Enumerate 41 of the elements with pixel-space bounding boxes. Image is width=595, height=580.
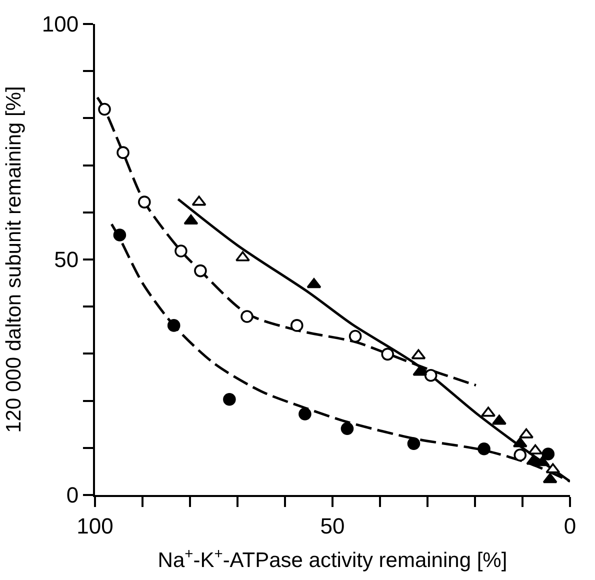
y-tick-label: 100 [42,12,79,37]
x-tick-label: 0 [564,513,576,538]
point [98,102,111,116]
point [519,428,534,438]
point [184,214,198,225]
x-axis-title: Na$^{+}$-K$^{+}$-ATPase activity remaining [%] [158,546,508,572]
point [381,348,394,361]
point [290,319,304,332]
point [340,422,354,435]
point [235,251,250,262]
point [546,463,560,474]
point [512,437,528,448]
point [492,414,506,425]
x-tick-label: 50 [320,513,345,538]
point [240,310,254,323]
point [424,368,438,382]
point [542,448,555,460]
point [412,366,428,376]
point [116,146,130,159]
y-tick-label: 50 [54,247,79,272]
x-tick-label: 100 [76,513,114,538]
point [138,196,151,208]
point [223,392,236,406]
point [478,442,490,456]
point [298,408,312,420]
point [542,473,558,484]
point [174,244,188,258]
point [535,456,550,466]
point [192,196,206,206]
point [514,448,527,462]
point [194,264,207,278]
point [411,349,426,360]
point [481,406,496,417]
point [528,444,543,454]
point [167,319,180,332]
point [306,278,322,288]
point [113,228,126,242]
point [348,330,362,343]
point [407,437,420,450]
y-axis-title: 120 000 dalton subunit remaining [%] [2,86,26,433]
y-tick-label: 0 [66,482,79,508]
